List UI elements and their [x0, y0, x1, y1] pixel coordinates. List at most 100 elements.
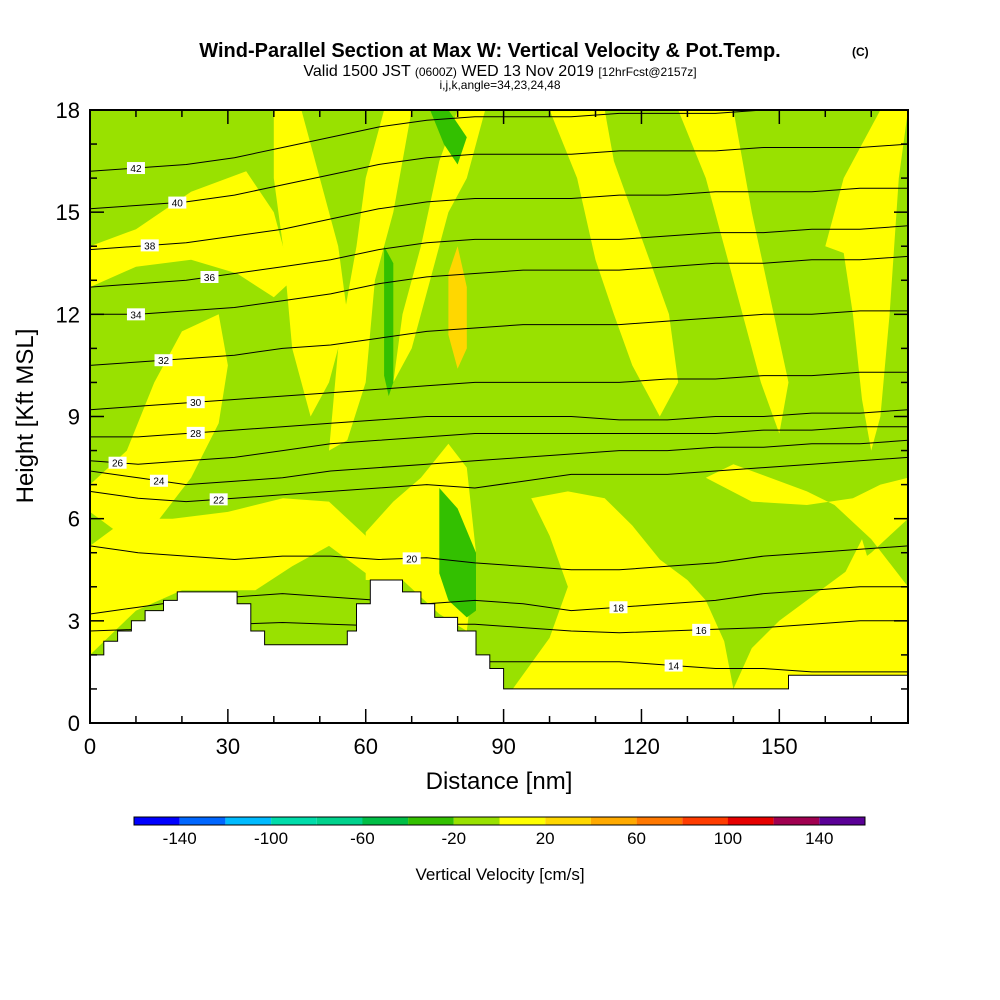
theta-contour-40: [89, 143, 909, 210]
valid-prefix: Valid 1500 JST: [303, 63, 411, 80]
theta-contour-26: [89, 426, 908, 465]
colorbar-segment: [590, 817, 637, 825]
theta-label-14: 14: [668, 662, 680, 673]
theta-label-16: 16: [696, 626, 708, 637]
theta-label-bg: [186, 396, 205, 409]
theta-label-18: 18: [613, 603, 625, 614]
yellow-right-band: [678, 110, 789, 434]
theta-label-34: 34: [130, 310, 142, 321]
yellow-right-lower-column: [806, 539, 872, 676]
theta-contour-30: [89, 371, 908, 411]
colorbar-tick-label: 60: [627, 829, 646, 848]
theta-contour-20: [89, 545, 909, 571]
colorbar-tick-label: -140: [163, 829, 197, 848]
y-axis: 0 36 9 12 15 18: [56, 98, 908, 736]
terrain-mask: [89, 579, 909, 724]
valid-date: WED 13 Nov 2019: [461, 63, 594, 80]
colorbar-segment: [727, 817, 774, 825]
theta-contour-36: [89, 225, 909, 288]
theta-label-bg: [609, 601, 628, 614]
y-axis-label: Height [Kft MSL]: [12, 329, 39, 504]
colorbar-tick-label: -60: [350, 829, 375, 848]
colorbar-segment: [316, 817, 363, 825]
theta-contour-28: [90, 409, 909, 438]
yellow-band-left: [90, 314, 228, 533]
theta-label-bg: [200, 270, 219, 283]
yellow-col-mid: [393, 110, 486, 383]
y-tick-label: 18: [56, 98, 80, 123]
theta-label-38: 38: [144, 241, 156, 252]
theta-label-bg: [186, 426, 205, 439]
theta-label-bg: [692, 623, 711, 636]
colorbar-segment: [773, 817, 820, 825]
theta-label-bg: [140, 239, 159, 252]
y-tick-label: 9: [68, 405, 80, 430]
green-column-center: [439, 488, 476, 618]
theta-label-bg: [126, 162, 145, 175]
green-thin-left: [384, 246, 394, 397]
grid-index-note: i,j,k,angle=34,23,24,48: [439, 78, 560, 92]
colorbar-segment: [636, 817, 683, 825]
colorbar-segment: [225, 817, 272, 825]
colorbar-tick-label: 100: [714, 829, 742, 848]
colorbar: -140 -100 -60 -20 20 60 100 140: [133, 816, 866, 848]
theta-contour-32: [89, 310, 908, 366]
theta-contour-labels: 14 16 18 20 22 24 26 28 30 32 34 36 38 40 42: [108, 162, 711, 673]
theta-contour-38: [89, 187, 908, 251]
theta-label-20: 20: [406, 554, 418, 565]
plot-area: 14 16 18 20 22 24 26 28 30 32 34 36 38 40 42: [89, 109, 909, 724]
x-axis: 0 30 60 90 120 150: [84, 110, 872, 759]
copyright-mark: (C): [852, 45, 869, 59]
colorbar-segment: [408, 817, 454, 825]
chart-subtitle: Valid 1500 JST (0600Z) WED 13 Nov 2019 […: [303, 63, 696, 80]
y-tick-label: 0: [68, 711, 80, 736]
colorbar-segment: [453, 817, 500, 825]
theta-label-22: 22: [213, 495, 225, 506]
yellow-far-right: [825, 110, 908, 451]
colorbar-frame: [133, 816, 866, 826]
colorbar-segment: [134, 817, 180, 825]
x-tick-label: 0: [84, 734, 96, 759]
theta-label-36: 36: [204, 273, 216, 284]
theta-label-26: 26: [112, 459, 124, 470]
x-axis-label: Distance [nm]: [426, 768, 573, 795]
y-tick-label: 15: [56, 200, 80, 225]
theta-label-bg: [108, 456, 127, 469]
gold-core: [448, 246, 467, 369]
chart-title: Wind-Parallel Section at Max W: Vertical…: [199, 40, 780, 62]
velocity-fills: [90, 110, 908, 689]
colorbar-segment: [682, 817, 728, 825]
theta-label-32: 32: [158, 356, 170, 367]
forecast-info: [12hrFcst@2157z]: [598, 65, 696, 79]
y-tick-label: 12: [56, 302, 80, 327]
theta-contour-24: [89, 439, 909, 486]
theta-label-bg: [126, 308, 145, 321]
y-tick-label: 6: [68, 507, 80, 532]
colorbar-tick-label: 20: [536, 829, 555, 848]
x-tick-label: 90: [491, 734, 515, 759]
colorbar-segment: [545, 817, 591, 825]
x-tick-label: 120: [623, 734, 660, 759]
yellow-band-upper-left: [90, 171, 293, 298]
yellow-right-upper: [549, 110, 679, 417]
theta-label-24: 24: [153, 477, 165, 488]
theta-label-28: 28: [190, 429, 202, 440]
theta-label-bg: [664, 659, 683, 672]
x-tick-label: 30: [216, 734, 240, 759]
colorbar-tick-label: -100: [254, 829, 288, 848]
theta-label-42: 42: [130, 164, 142, 175]
theta-contour-34: [90, 255, 909, 315]
theta-label-bg: [209, 493, 228, 506]
green-column-upper: [430, 110, 467, 165]
yellow-col-45: [273, 110, 348, 417]
colorbar-segment: [271, 817, 317, 825]
theta-label-bg: [154, 354, 173, 367]
colorbar-tick-label: 140: [805, 829, 833, 848]
colorbar-segment: [362, 817, 409, 825]
colorbar-label: Vertical Velocity [cm/s]: [415, 865, 584, 884]
theta-label-bg: [168, 196, 187, 209]
theta-label-bg: [402, 552, 421, 565]
colorbar-segment: [179, 817, 226, 825]
theta-label-bg: [149, 474, 168, 487]
